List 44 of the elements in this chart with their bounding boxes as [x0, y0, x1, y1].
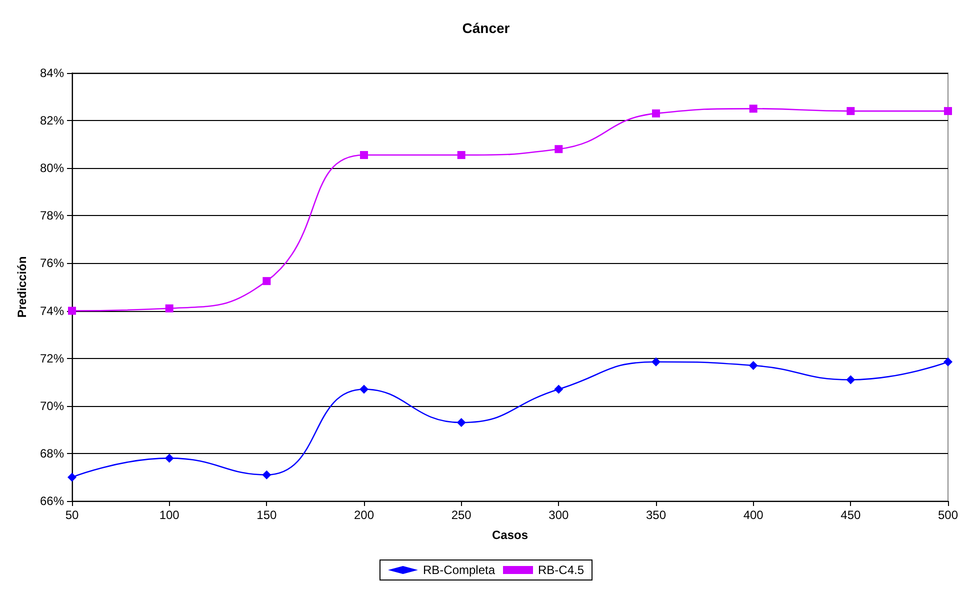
x-tick-label: 450 — [840, 508, 861, 522]
y-tick-label: 66% — [40, 494, 64, 508]
y-tick-label: 82% — [40, 114, 64, 128]
x-tick-label: 350 — [646, 508, 666, 522]
y-axis-title: Predicción — [15, 256, 29, 318]
y-tick-label: 74% — [40, 304, 64, 318]
x-tick-label: 100 — [159, 508, 180, 522]
x-tick-label: 300 — [548, 508, 569, 522]
point — [165, 304, 174, 312]
x-tick-label: 500 — [938, 508, 958, 522]
point — [456, 418, 466, 428]
point — [554, 145, 563, 154]
point — [846, 375, 856, 384]
x-tick-label: 50 — [65, 508, 79, 522]
y-tick-label: 76% — [40, 256, 64, 270]
point — [652, 109, 660, 118]
point — [846, 107, 855, 116]
x-tick-label: 250 — [451, 508, 472, 522]
y-tick-label: 80% — [40, 161, 64, 176]
point — [944, 107, 952, 116]
y-tick-label: 68% — [40, 446, 64, 460]
point — [262, 277, 271, 286]
point — [652, 357, 660, 366]
point — [457, 151, 466, 160]
x-tick-label: 200 — [354, 508, 374, 522]
point — [262, 470, 272, 480]
point — [360, 384, 368, 394]
legend-label: RB-C4.5 — [538, 563, 584, 577]
point — [554, 384, 564, 394]
y-tick-label: 70% — [40, 398, 64, 413]
point — [68, 472, 76, 482]
chart-title: Cáncer — [462, 20, 510, 36]
point — [944, 357, 952, 366]
point — [749, 104, 758, 113]
y-tick-label: 84% — [40, 66, 64, 80]
point — [360, 151, 368, 160]
x-axis-title: Casos — [492, 528, 528, 542]
x-tick-label: 400 — [743, 508, 764, 522]
y-tick-label: 78% — [40, 208, 64, 223]
y-tick-label: 72% — [40, 351, 64, 366]
point — [164, 454, 174, 463]
point — [748, 360, 758, 370]
x-tick-label: 150 — [256, 508, 277, 522]
legend-label: RB-Completa — [422, 563, 496, 577]
